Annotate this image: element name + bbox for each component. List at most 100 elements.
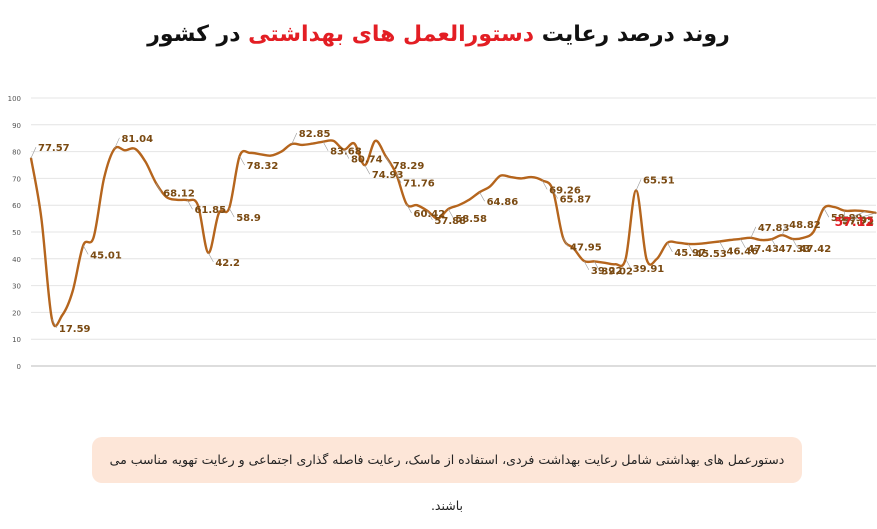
data-label-leader xyxy=(635,179,642,191)
y-tick-label: 10 xyxy=(12,336,21,344)
data-label: 46.46 xyxy=(727,246,759,257)
data-label-leader xyxy=(30,146,37,159)
data-point xyxy=(603,262,606,264)
data-point xyxy=(833,206,836,208)
data-label: 47.95 xyxy=(570,242,602,253)
data-point xyxy=(645,258,648,260)
data-point xyxy=(134,148,137,150)
data-label-leader xyxy=(625,258,631,269)
footnote-box: دستورعمل های بهداشتی شامل رعایت بهداشت ف… xyxy=(92,437,802,513)
y-tick-label: 20 xyxy=(12,309,21,317)
data-point xyxy=(197,204,199,206)
data-label-leader xyxy=(687,243,694,254)
data-label: 58.89 xyxy=(831,213,863,224)
data-label: 47.33 xyxy=(779,244,811,255)
data-label-leader xyxy=(552,189,558,199)
data-label: 47.43 xyxy=(747,244,779,255)
data-label: 58.58 xyxy=(455,214,487,225)
data-label-leader xyxy=(562,237,569,247)
data-label: 39.91 xyxy=(633,264,665,275)
y-tick-label: 40 xyxy=(12,256,21,264)
data-point xyxy=(259,153,262,156)
data-label-leader xyxy=(719,241,725,251)
y-tick-label: 100 xyxy=(8,95,21,103)
data-label-leader xyxy=(667,242,673,252)
title-highlight: دستورالعمل های بهداشتی xyxy=(248,22,535,47)
data-label: 57.88 xyxy=(434,216,466,227)
data-label-leader xyxy=(385,156,391,166)
y-tick-label: 0 xyxy=(17,363,21,371)
data-label-leader xyxy=(448,208,454,219)
data-label: 83.68 xyxy=(330,147,362,158)
data-label-leader xyxy=(239,155,245,166)
data-point xyxy=(124,149,126,152)
data-point xyxy=(71,290,74,292)
data-label: 57.95 xyxy=(842,216,874,227)
data-label-leader xyxy=(51,318,58,329)
data-label: 65.51 xyxy=(643,175,675,186)
y-tick-label: 80 xyxy=(12,149,21,157)
data-point xyxy=(656,258,658,260)
data-label-leader xyxy=(792,238,798,249)
data-label: 74.93 xyxy=(372,170,404,181)
data-label: 45.97 xyxy=(674,248,706,259)
data-label: 47.83 xyxy=(758,223,790,234)
data-label: 77.57 xyxy=(38,143,70,154)
data-label-leader xyxy=(479,192,485,202)
data-point xyxy=(530,176,533,178)
data-label-leader xyxy=(843,210,846,220)
data-point xyxy=(61,314,64,316)
data-label-leader xyxy=(406,203,412,214)
data-point xyxy=(457,204,460,206)
y-tick-label: 50 xyxy=(12,229,21,237)
data-point xyxy=(510,176,512,178)
data-label: 82.85 xyxy=(299,129,331,140)
title-text-end: در کشور xyxy=(147,22,249,47)
data-label-leader xyxy=(291,132,298,145)
data-label-leader xyxy=(228,208,235,218)
data-label: 39.22 xyxy=(591,266,623,277)
series-line xyxy=(29,139,877,328)
data-label: 64.86 xyxy=(487,197,519,208)
data-point xyxy=(40,217,43,220)
data-label-leader xyxy=(843,212,877,223)
data-point xyxy=(270,154,272,157)
data-point xyxy=(854,209,856,212)
data-point xyxy=(103,177,105,180)
y-tick-label: 90 xyxy=(12,122,21,130)
data-label-leader xyxy=(114,137,120,149)
chart-title: روند درصد رعایت دستورالعمل های بهداشتی د… xyxy=(0,22,877,47)
data-label: 65.87 xyxy=(560,194,592,205)
data-point xyxy=(614,263,616,265)
data-point xyxy=(697,242,700,245)
data-point xyxy=(437,217,439,220)
data-label: 81.04 xyxy=(121,134,153,145)
data-label-leader xyxy=(82,245,89,255)
data-label-leader xyxy=(155,183,162,193)
data-point xyxy=(520,177,523,180)
data-label-leader xyxy=(750,226,757,238)
data-label-leader xyxy=(364,165,371,175)
data-label: 69.26 xyxy=(549,185,581,196)
data-label-leader xyxy=(781,224,788,236)
data-label: 80.74 xyxy=(351,155,383,166)
data-label: 45.53 xyxy=(695,249,727,260)
data-point xyxy=(353,142,356,145)
data-label: 17.59 xyxy=(59,324,91,335)
data-label: 57.12 xyxy=(834,214,874,229)
data-label: 47.42 xyxy=(800,244,832,255)
data-point xyxy=(760,239,763,241)
data-label: 71.76 xyxy=(403,179,435,190)
data-label: 39.02 xyxy=(601,266,633,277)
data-label: 48.82 xyxy=(789,220,821,231)
data-label-leader xyxy=(594,261,600,271)
data-point xyxy=(374,140,377,142)
data-point xyxy=(729,239,731,241)
data-point xyxy=(280,150,283,153)
data-label: 68.12 xyxy=(163,188,195,199)
data-label: 61.85 xyxy=(194,205,226,216)
data-label: 42.2 xyxy=(215,258,240,269)
data-point xyxy=(676,241,679,244)
data-point xyxy=(92,236,95,239)
data-point xyxy=(332,140,335,142)
